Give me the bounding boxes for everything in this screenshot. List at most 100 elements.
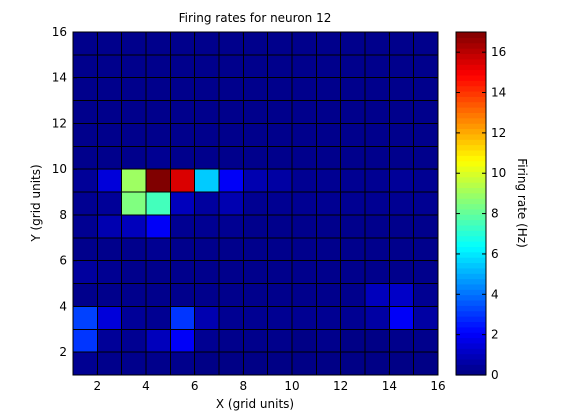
heatmap-cell <box>315 145 342 170</box>
heatmap-cell <box>291 214 317 239</box>
heatmap-cell <box>388 351 415 376</box>
colorbar-segment <box>456 278 486 285</box>
heatmap-cell <box>145 237 171 262</box>
colorbar-tick-label: 2 <box>491 328 499 342</box>
heatmap-cell <box>291 260 317 285</box>
heatmap-cell <box>242 328 269 353</box>
heatmap-cell <box>242 237 269 262</box>
heatmap-cell <box>96 191 123 216</box>
colorbar-tick-label: 8 <box>491 207 499 221</box>
heatmap-cell <box>218 100 244 124</box>
x-axis-label: X (grid units) <box>216 397 294 411</box>
heatmap-cell <box>388 283 415 307</box>
heatmap-cell <box>169 54 196 79</box>
heatmap-cell <box>315 191 342 216</box>
colorbar-segment <box>456 316 486 323</box>
heatmap-cell <box>413 237 439 262</box>
heatmap-cell <box>413 31 439 56</box>
heatmap-cell <box>364 77 390 102</box>
heatmap-cell <box>121 214 147 239</box>
y-tick-label: 10 <box>52 162 67 176</box>
heatmap-cell <box>340 191 366 216</box>
heatmap-cell <box>413 283 439 307</box>
heatmap-cell <box>242 145 269 170</box>
heatmap-cell <box>413 77 439 102</box>
heatmap-cell <box>364 168 390 193</box>
heatmap-cell <box>218 351 244 376</box>
colorbar-tick-label: 12 <box>491 126 506 140</box>
heatmap-cell <box>340 328 366 353</box>
heatmap-cell <box>340 145 366 170</box>
heatmap-cell <box>145 168 171 193</box>
heatmap-cell <box>291 145 317 170</box>
colorbar-segment <box>456 299 486 306</box>
heatmap-cell <box>121 237 147 262</box>
heatmap-cell <box>267 328 293 353</box>
heatmap-cell <box>96 305 123 330</box>
heatmap-cell <box>145 77 171 102</box>
colorbar-segment <box>456 224 486 231</box>
heatmap-cell <box>340 351 366 376</box>
chart-title: Firing rates for neuron 12 <box>179 11 332 25</box>
heatmap-cell <box>145 191 171 216</box>
colorbar-segment <box>456 364 486 371</box>
heatmap-cell <box>145 214 171 239</box>
x-tick-label: 10 <box>284 379 299 393</box>
heatmap-cells <box>72 31 439 376</box>
heatmap-cell <box>194 122 220 147</box>
heatmap-cell <box>291 168 317 193</box>
x-axis-ticks: 2 4 6 8 10 12 14 16 <box>94 32 446 393</box>
heatmap-cell <box>169 31 196 56</box>
heatmap-cell <box>145 328 171 353</box>
heatmap-cell <box>242 54 269 79</box>
heatmap-cell <box>72 328 98 353</box>
heatmap-cell <box>413 214 439 239</box>
colorbar-segment <box>456 160 486 167</box>
heatmap-cell <box>72 214 98 239</box>
heatmap-cell <box>121 260 147 285</box>
heatmap-cell <box>364 122 390 147</box>
heatmap-cell <box>267 145 293 170</box>
colorbar-segment <box>456 369 486 376</box>
heatmap-cell <box>291 191 317 216</box>
colorbar-segment <box>456 123 486 130</box>
colorbar-segment <box>456 246 486 253</box>
colorbar-segment <box>456 144 486 151</box>
heatmap-cell <box>96 145 123 170</box>
heatmap-cell <box>96 283 123 307</box>
heatmap-cell <box>242 122 269 147</box>
x-tick-label: 14 <box>382 379 397 393</box>
heatmap-cell <box>388 100 415 124</box>
heatmap-cell <box>291 305 317 330</box>
heatmap-cell <box>267 31 293 56</box>
y-tick-label: 12 <box>52 116 67 130</box>
colorbar-segment <box>456 208 486 215</box>
heatmap-cell <box>218 122 244 147</box>
heatmap-cell <box>96 237 123 262</box>
heatmap-cell <box>291 328 317 353</box>
heatmap-cell <box>364 191 390 216</box>
colorbar-segment <box>456 267 486 274</box>
heatmap-cell <box>413 145 439 170</box>
heatmap-cell <box>291 54 317 79</box>
heatmap-cell <box>169 328 196 353</box>
heatmap-cell <box>364 328 390 353</box>
colorbar-segment <box>456 74 486 81</box>
heatmap-cell <box>194 145 220 170</box>
colorbar-segment <box>456 117 486 124</box>
heatmap-cell <box>413 191 439 216</box>
heatmap-cell <box>291 351 317 376</box>
heatmap-cell <box>169 351 196 376</box>
y-tick-label: 16 <box>52 25 67 39</box>
heatmap-cell <box>145 145 171 170</box>
heatmap-cell <box>267 168 293 193</box>
colorbar-segment <box>456 112 486 119</box>
colorbar-segment <box>456 262 486 269</box>
heatmap-cell <box>388 54 415 79</box>
heatmap-cell <box>388 31 415 56</box>
colorbar-segment <box>456 214 486 221</box>
colorbar-segment <box>456 69 486 76</box>
heatmap-cell <box>194 77 220 102</box>
colorbar-segment <box>456 85 486 92</box>
heatmap-cell <box>121 100 147 124</box>
